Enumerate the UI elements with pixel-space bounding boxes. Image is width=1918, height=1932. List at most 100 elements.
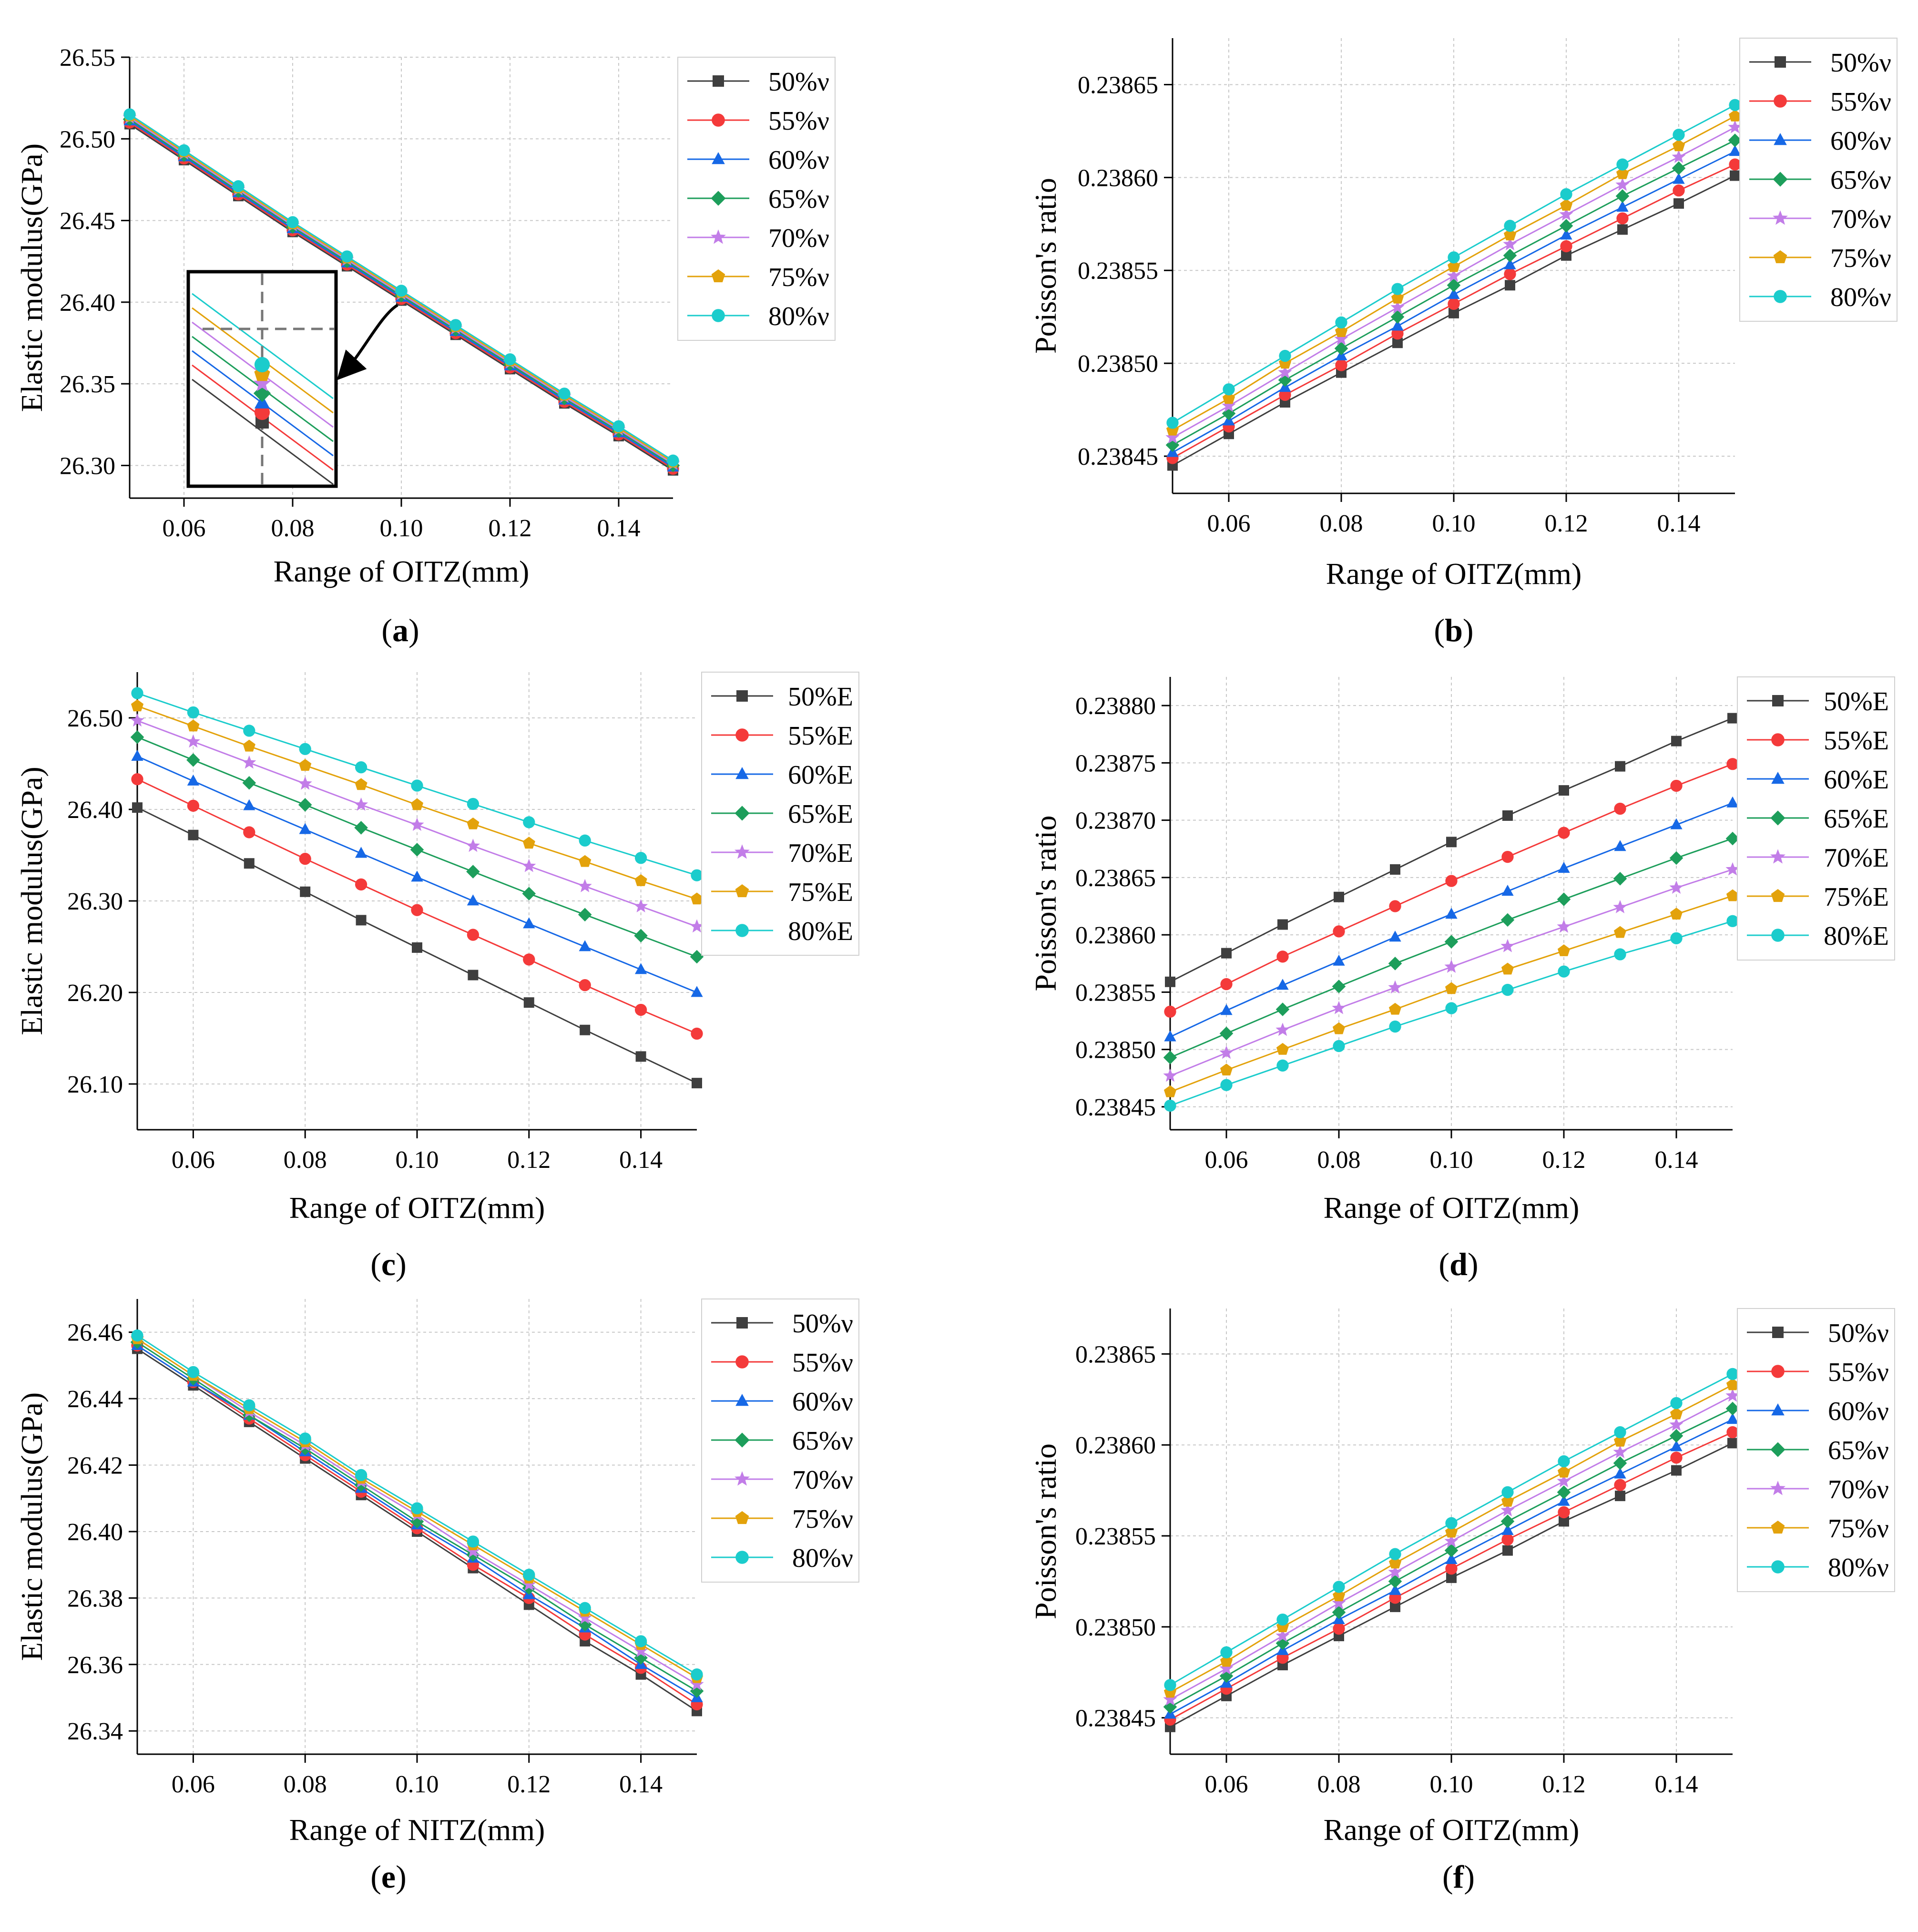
legend-item: 50%ν	[1747, 1319, 1889, 1348]
y-tick-label: 0.23865	[1075, 1341, 1156, 1368]
data-point	[1501, 983, 1514, 996]
y-tick-label: 0.23850	[1075, 1614, 1156, 1641]
legend-marker	[711, 229, 726, 244]
caption-letter: a	[392, 612, 408, 648]
data-point	[1276, 1059, 1289, 1072]
x-axis-title: Range of OITZ(mm)	[274, 554, 530, 588]
y-tick-label: 26.10	[67, 1071, 123, 1098]
inset-marker	[254, 404, 270, 420]
legend-label: 55%E	[1824, 726, 1889, 756]
panel-caption: (c)	[370, 1246, 407, 1282]
data-point	[522, 1577, 536, 1591]
data-point	[1613, 1434, 1627, 1447]
data-point	[1670, 779, 1683, 792]
data-point	[523, 953, 535, 966]
series-6	[1163, 889, 1739, 1097]
legend: 50%E 55%E 60%E 65%E 70%E 75%E 80%E	[1737, 676, 1895, 961]
x-axis-title: Range of OITZ(mm)	[289, 1191, 545, 1225]
data-point	[354, 821, 368, 835]
legend-item: 80%ν	[1749, 283, 1891, 312]
legend-marker	[1773, 172, 1788, 187]
data-point	[1673, 184, 1685, 197]
series-4	[130, 730, 704, 964]
data-point	[1613, 900, 1627, 913]
x-tick-label: 0.10	[396, 1771, 439, 1798]
legend-label: 50%E	[1824, 687, 1889, 716]
x-tick-label: 0.10	[1430, 1146, 1473, 1174]
legend-label: 65%E	[1824, 804, 1889, 834]
data-point	[1614, 1467, 1626, 1479]
legend-item: 75%ν	[711, 1504, 853, 1534]
data-point	[1276, 1613, 1289, 1626]
data-point	[1446, 837, 1457, 848]
caption-close-paren: )	[408, 612, 419, 648]
data-point	[1613, 1445, 1627, 1458]
inset-marker	[254, 357, 270, 373]
data-point	[1503, 228, 1517, 241]
data-point	[1559, 1516, 1569, 1527]
x-tick-label: 0.06	[1207, 510, 1251, 537]
legend-item: 70%ν	[1749, 204, 1891, 234]
caption-close-paren: )	[1463, 612, 1474, 648]
chart-panel-f: 0.06 0.08 0.10 0.12 0.14 0.23845 0.23850 0.2385…	[1029, 1308, 1895, 1895]
legend-marker	[736, 690, 748, 702]
data-point	[1390, 300, 1405, 314]
data-point	[579, 979, 591, 992]
data-point	[1671, 736, 1682, 746]
x-tick-label: 0.08	[1320, 510, 1363, 537]
data-point	[243, 739, 255, 752]
data-point	[1670, 908, 1683, 920]
data-point	[1500, 1503, 1515, 1517]
y-tick-label: 26.50	[67, 705, 123, 732]
legend-item: 75%ν	[1749, 244, 1891, 273]
data-point	[1726, 889, 1739, 901]
data-point	[1278, 365, 1292, 379]
data-point	[467, 797, 480, 810]
data-point	[449, 319, 462, 331]
data-point	[1614, 948, 1626, 961]
legend-marker	[735, 844, 750, 859]
legend-marker	[1770, 1442, 1785, 1457]
data-point	[410, 1514, 424, 1529]
legend-label: 75%E	[1824, 882, 1889, 912]
data-point	[1275, 1628, 1290, 1642]
legend-marker	[711, 269, 725, 283]
caption-open-paren: (	[370, 1859, 381, 1895]
legend-marker	[735, 884, 749, 898]
data-point	[1501, 962, 1514, 975]
data-point	[354, 797, 368, 811]
data-point	[1672, 139, 1685, 152]
data-point	[1220, 1063, 1233, 1076]
data-point	[1391, 319, 1404, 331]
data-point	[1390, 310, 1405, 324]
legend-item: 55%ν	[687, 106, 829, 136]
data-point	[355, 1469, 367, 1482]
data-point	[1166, 417, 1179, 429]
legend-marker	[735, 806, 750, 821]
y-tick-label: 26.44	[67, 1386, 123, 1413]
chart-panel-c: 0.06 0.08 0.10 0.12 0.14 26.10 26.20 26.30 26.40…	[15, 672, 859, 1282]
x-tick-label: 0.06	[172, 1771, 215, 1798]
legend-marker	[712, 113, 725, 127]
data-point	[286, 216, 299, 228]
data-point	[691, 1027, 703, 1040]
data-point	[579, 940, 591, 951]
series-3	[1164, 1413, 1739, 1719]
legend-marker	[735, 767, 749, 779]
data-point	[1219, 1026, 1234, 1041]
data-point	[466, 1544, 480, 1558]
series-4	[1163, 831, 1740, 1064]
data-point	[298, 798, 312, 812]
legend-marker	[736, 1317, 748, 1329]
legend-marker	[735, 1394, 749, 1406]
data-point	[243, 725, 255, 737]
legend-item: 75%E	[711, 878, 853, 907]
data-point	[410, 843, 424, 857]
legend-item: 65%ν	[1747, 1436, 1889, 1465]
data-point	[558, 388, 571, 400]
legend-item: 55%E	[1747, 726, 1889, 756]
y-tick-label: 26.36	[67, 1652, 123, 1679]
legend-item: 70%ν	[711, 1465, 853, 1495]
data-point	[1220, 1079, 1233, 1091]
